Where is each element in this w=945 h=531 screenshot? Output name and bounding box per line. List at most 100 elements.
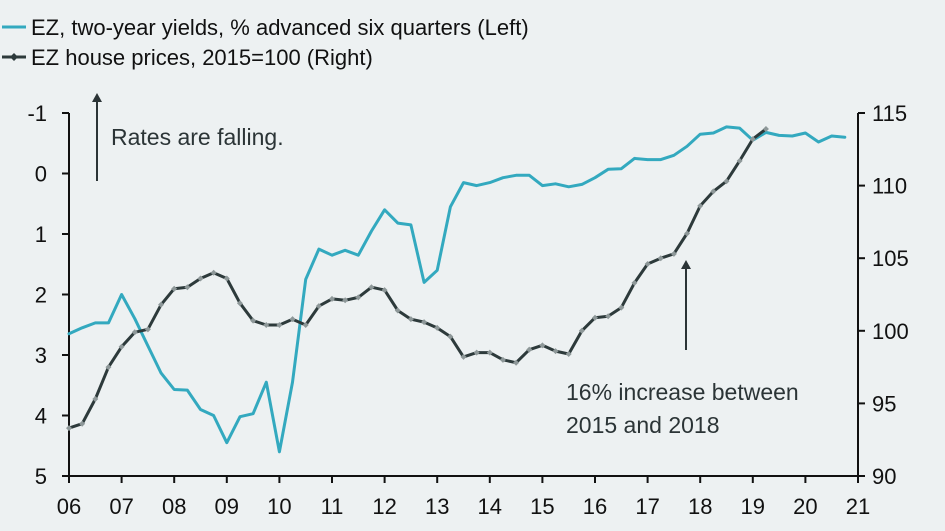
house-price-marker: [223, 275, 230, 282]
right-y-axis-ticks: 90 95 100 105 110 115: [858, 101, 909, 489]
house-price-marker: [79, 420, 86, 427]
house-price-marker: [447, 333, 454, 340]
house-price-marker: [329, 295, 335, 302]
house-price-marker: [184, 284, 191, 291]
x-axis-ticks: 06 07 08 09 10 11 12 13 14 15 16 17 18 19 20 21: [57, 476, 870, 519]
x-tick-label: 20: [793, 494, 817, 519]
x-tick-label: 21: [846, 494, 870, 519]
house-price-marker: [92, 396, 99, 403]
left-y-tick-label: 1: [35, 222, 47, 247]
house-price-marker: [684, 230, 691, 237]
annotation-rates-falling: Rates are falling.: [92, 93, 284, 181]
house-price-marker: [355, 294, 362, 301]
legend: EZ, two-year yields, % advanced six quar…: [2, 15, 529, 70]
house-price-marker: [394, 307, 401, 314]
left-y-tick-label: 2: [35, 283, 47, 308]
annotation-text-house-increase-line2: 2015 and 2018: [566, 412, 720, 438]
house-price-marker: [513, 359, 520, 366]
annotation-arrowhead-rates-falling: [92, 93, 102, 102]
x-tick-label: 09: [215, 494, 239, 519]
x-tick-label: 11: [321, 494, 344, 519]
left-y-tick-label: 0: [35, 162, 47, 187]
house-price-marker: [118, 343, 125, 350]
house-price-marker: [592, 314, 598, 321]
house-price-marker: [736, 157, 743, 164]
house-price-marker: [276, 321, 283, 328]
house-price-marker: [158, 301, 165, 308]
house-price-marker: [315, 303, 322, 310]
house-price-marker: [526, 346, 533, 353]
house-price-marker: [381, 287, 388, 294]
house-price-marker: [210, 269, 217, 276]
left-y-axis-ticks: -1 0 1 2 3 4 5: [27, 101, 69, 489]
x-tick-label: 19: [741, 494, 765, 519]
house-price-marker: [105, 364, 112, 371]
right-y-tick-label: 90: [872, 464, 896, 489]
house-price-marker: [460, 353, 467, 360]
house-price-marker: [631, 279, 638, 286]
house-price-marker: [605, 313, 612, 320]
left-y-tick-label: 3: [35, 343, 47, 368]
house-price-marker: [473, 349, 480, 356]
house-price-marker: [723, 178, 730, 185]
legend-label-house-prices: EZ house prices, 2015=100 (Right): [31, 45, 373, 70]
house-price-marker: [250, 317, 257, 324]
house-price-marker: [302, 321, 309, 328]
annotation-text-rates-falling: Rates are falling.: [111, 124, 284, 150]
house-price-marker: [762, 125, 769, 132]
x-tick-label: 16: [583, 494, 607, 519]
right-y-tick-label: 105: [872, 246, 909, 271]
legend-item-yields: EZ, two-year yields, % advanced six quar…: [2, 15, 529, 40]
x-tick-label: 18: [688, 494, 712, 519]
house-price-marker: [578, 327, 585, 334]
legend-label-yields: EZ, two-year yields, % advanced six quar…: [31, 15, 529, 40]
house-price-marker: [289, 316, 296, 323]
house-price-marker: [342, 297, 349, 304]
series-markers-house-prices: [66, 125, 769, 432]
house-price-marker: [434, 324, 441, 331]
house-price-marker: [539, 342, 546, 349]
x-tick-label: 10: [267, 494, 291, 519]
x-tick-label: 12: [372, 494, 396, 519]
left-y-tick-label: 5: [35, 464, 47, 489]
annotation-text-house-increase-line1: 16% increase between: [566, 379, 799, 405]
house-price-marker: [131, 329, 138, 336]
house-price-marker: [368, 284, 375, 291]
house-price-marker: [66, 425, 72, 432]
house-price-marker: [749, 136, 756, 143]
house-price-marker: [710, 188, 717, 195]
house-price-marker: [499, 356, 506, 363]
x-tick-label: 13: [425, 494, 449, 519]
house-price-marker: [486, 349, 493, 356]
series-line-yields: [67, 125, 847, 454]
x-tick-label: 06: [57, 494, 81, 519]
legend-marker-house-prices: [10, 53, 18, 61]
house-price-marker: [644, 261, 651, 268]
x-tick-label: 07: [109, 494, 133, 519]
legend-item-house-prices: EZ house prices, 2015=100 (Right): [2, 45, 373, 70]
annotation-house-increase: 16% increase between 2015 and 2018: [566, 260, 799, 438]
house-price-marker: [657, 255, 664, 262]
right-y-tick-label: 100: [872, 319, 909, 344]
right-y-tick-label: 110: [872, 174, 907, 199]
house-price-marker: [552, 348, 559, 355]
left-y-tick-label: 4: [35, 404, 47, 429]
house-price-marker: [144, 326, 151, 333]
right-y-tick-label: 115: [872, 101, 907, 126]
house-price-marker: [263, 321, 270, 328]
house-price-marker: [670, 250, 677, 257]
right-y-tick-label: 95: [872, 391, 896, 416]
x-tick-label: 14: [478, 494, 502, 519]
x-tick-label: 08: [162, 494, 186, 519]
house-price-marker: [171, 285, 178, 292]
left-y-tick-label: -1: [27, 101, 47, 126]
house-price-marker: [697, 202, 704, 209]
x-tick-label: 15: [530, 494, 554, 519]
house-price-marker: [407, 316, 414, 323]
house-price-marker: [565, 351, 572, 358]
x-tick-label: 17: [635, 494, 659, 519]
house-price-marker: [236, 300, 243, 307]
house-price-marker: [197, 275, 204, 282]
